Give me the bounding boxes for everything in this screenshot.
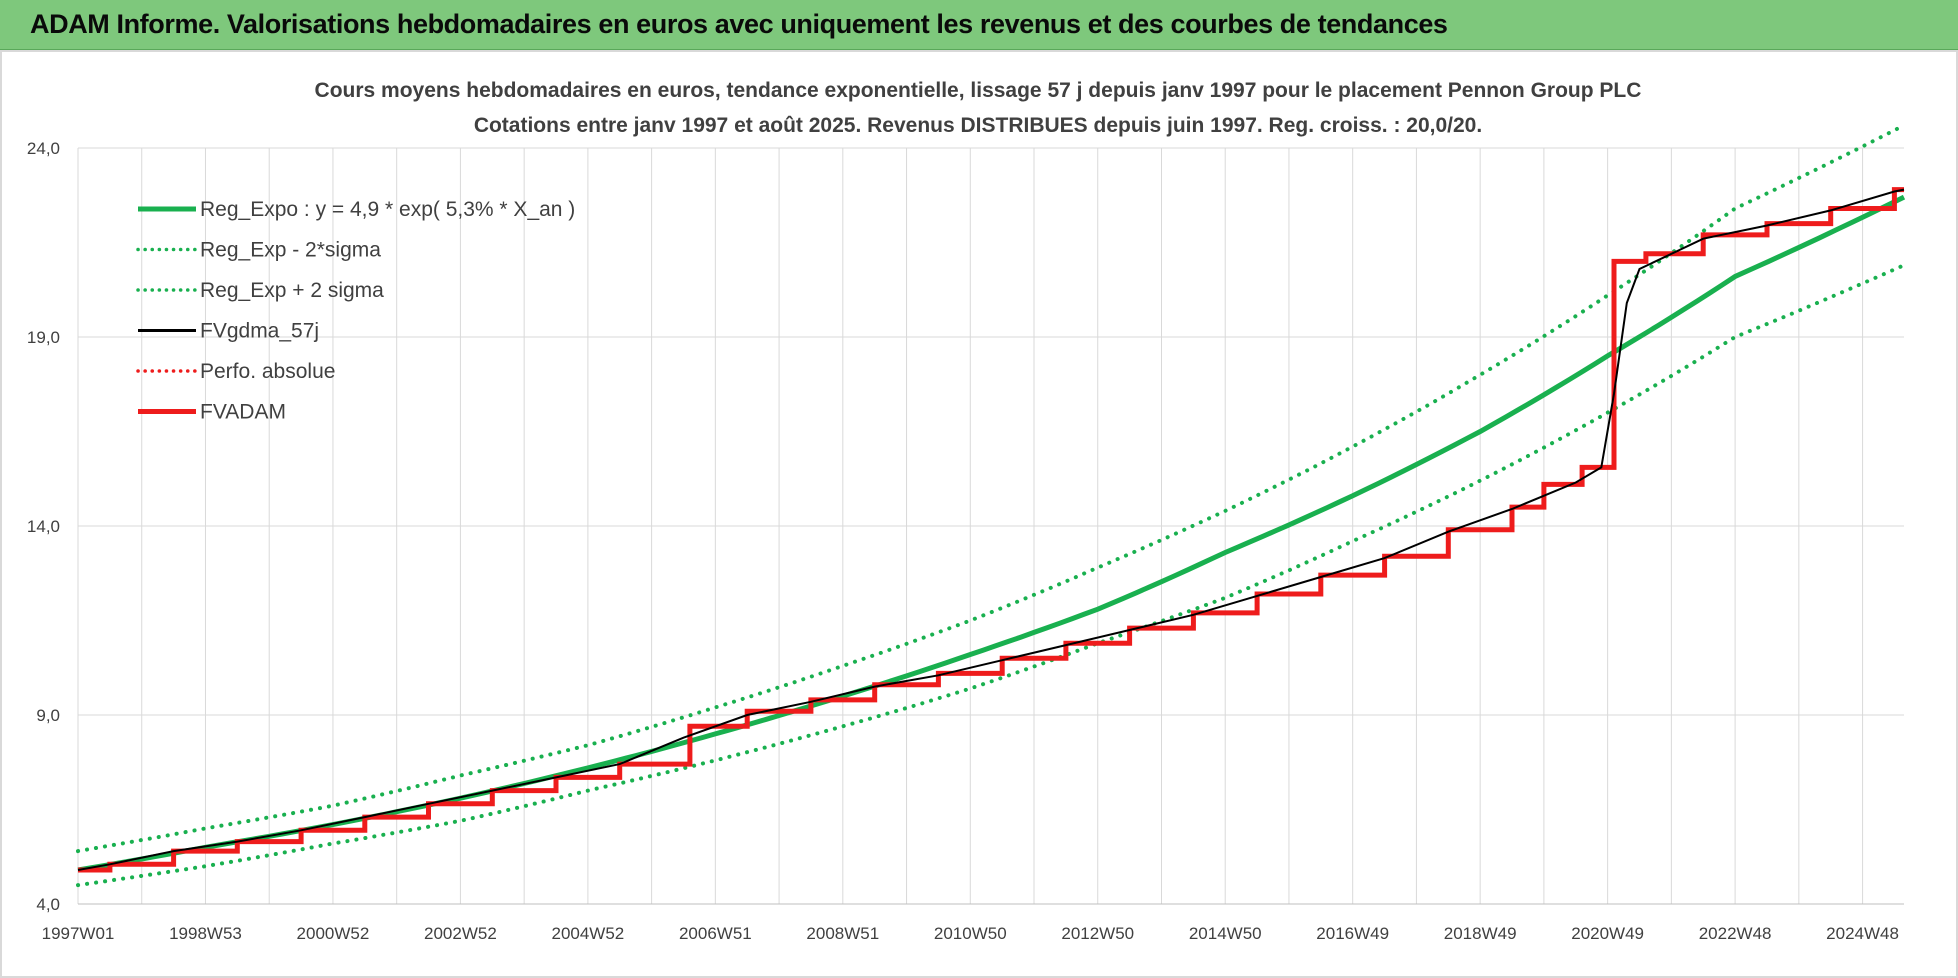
y-tick-label: 4,0 [36, 895, 60, 914]
legend-label: Reg_Exp + 2 sigma [200, 279, 384, 302]
x-tick-label: 2022W48 [1699, 924, 1772, 943]
x-tick-label: 2018W49 [1444, 924, 1517, 943]
x-tick-label: 2024W48 [1826, 924, 1899, 943]
y-tick-label: 9,0 [36, 706, 60, 725]
x-tick-label: 2010W50 [934, 924, 1007, 943]
x-tick-label: 2006W51 [679, 924, 752, 943]
legend-label: Perfo. absolue [200, 360, 335, 383]
legend-label: Reg_Expo : y = 4,9 * exp( 5,3% * X_an ) [200, 198, 575, 221]
header-title: ADAM Informe. Valorisations hebdomadaire… [30, 9, 1448, 39]
y-tick-label: 19,0 [27, 328, 60, 347]
axis-labels: 4,0 9,0 14,0 19,0 24,0 1997W01 1998W53 2000W52 2… [27, 139, 1904, 943]
line-chart: Cours moyens hebdomadaires en euros, ten… [27, 79, 1906, 943]
y-tick-label: 14,0 [27, 517, 60, 536]
header-banner: ADAM Informe. Valorisations hebdomadaire… [0, 0, 1958, 50]
chart-title-line1: Cours moyens hebdomadaires en euros, ten… [315, 79, 1642, 102]
x-tick-label: 2000W52 [297, 924, 370, 943]
y-tick-label: 24,0 [27, 139, 60, 158]
x-tick-label: 2016W49 [1316, 924, 1389, 943]
series-fvgdma-57j [77, 188, 1905, 871]
x-tick-label: 1998W53 [169, 924, 242, 943]
legend-label: FVgdma_57j [200, 320, 319, 343]
x-tick-label: 2004W52 [551, 924, 624, 943]
legend-label: Reg_Exp - 2*sigma [200, 239, 381, 262]
x-tick-label: 2012W50 [1061, 924, 1134, 943]
series-reg-exp-plus-2sigma [76, 123, 1906, 854]
x-tick-label: 2002W52 [424, 924, 497, 943]
chart-title-line2: Cotations entre janv 1997 et août 2025. … [474, 114, 1482, 137]
series-reg-exp-minus-2sigma [76, 263, 1906, 888]
chart-legend: Reg_Expo : y = 4,9 * exp( 5,3% * X_an ) R… [136, 198, 575, 424]
series-group [76, 123, 1906, 888]
x-tick-label: 2014W50 [1189, 924, 1262, 943]
chart-area: Cours moyens hebdomadaires en euros, ten… [0, 50, 1958, 978]
x-tick-label: 2008W51 [806, 924, 879, 943]
x-tick-label: 2020W49 [1571, 924, 1644, 943]
series-fvadam [78, 187, 1904, 873]
legend-label: FVADAM [200, 401, 286, 424]
x-tick-label: 1997W01 [42, 924, 115, 943]
